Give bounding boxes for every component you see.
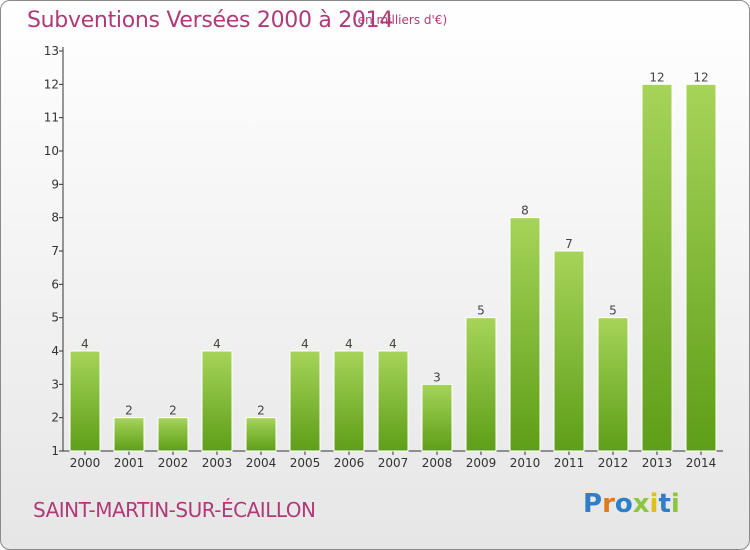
x-tick-label: 2006: [334, 456, 365, 470]
bar-2008[interactable]: [421, 383, 453, 452]
x-tick-label: 2010: [510, 456, 541, 470]
y-tick-label: 1: [51, 444, 59, 458]
x-tick-label: 2011: [554, 456, 585, 470]
x-tick-label: 2001: [114, 456, 145, 470]
logo-letter: i: [670, 489, 680, 519]
data-labels: 4 2 2 4 2 4 4 4 3 5 8 7 5 12 12: [81, 70, 708, 417]
commune-name: SAINT-MARTIN-SUR-ÉCAILLON: [33, 498, 316, 522]
data-label-2002: 2: [169, 404, 177, 418]
data-label-2005: 4: [301, 337, 309, 351]
x-tick-label: 2000: [70, 456, 101, 470]
chart-title: Subventions Versées 2000 à 2014: [27, 8, 394, 33]
y-tick-label: 3: [51, 377, 59, 391]
logo-letter: x: [632, 489, 650, 519]
bar-2001[interactable]: [113, 417, 145, 452]
data-label-2014: 12: [693, 70, 708, 84]
data-label-2006: 4: [345, 337, 353, 351]
bar-2002[interactable]: [157, 417, 189, 452]
logo-letter: o: [614, 489, 633, 519]
data-label-2010: 8: [521, 204, 529, 218]
proxiti-logo[interactable]: Proxiti: [583, 489, 680, 519]
data-label-2004: 2: [257, 404, 265, 418]
x-tick-label: 2012: [598, 456, 629, 470]
data-label-2009: 5: [477, 304, 485, 318]
logo-letter: r: [602, 489, 615, 519]
bar-2007[interactable]: [377, 350, 409, 452]
bar-2012[interactable]: [597, 317, 629, 452]
x-tick-label: 2005: [290, 456, 321, 470]
bar-2005[interactable]: [289, 350, 321, 452]
data-label-2013: 12: [649, 70, 664, 84]
bar-2004[interactable]: [245, 417, 277, 452]
x-tick-label: 2004: [246, 456, 277, 470]
y-tick-label: 8: [51, 211, 59, 225]
data-label-2001: 2: [125, 404, 133, 418]
data-label-2000: 4: [81, 337, 89, 351]
x-tick-label: 2003: [202, 456, 233, 470]
logo-letter: i: [649, 489, 659, 519]
x-tick-label: 2007: [378, 456, 409, 470]
x-tick-label: 2009: [466, 456, 497, 470]
bar-2014[interactable]: [685, 83, 717, 452]
bar-2010[interactable]: [509, 217, 541, 452]
x-tick-label: 2013: [642, 456, 673, 470]
y-tick-label: 9: [51, 177, 59, 191]
y-tick-label: 13: [44, 44, 59, 58]
y-tick-label: 6: [51, 277, 59, 291]
bar-2011[interactable]: [553, 250, 585, 452]
bar-2000[interactable]: [69, 350, 101, 452]
x-tick-label: 2008: [422, 456, 453, 470]
logo-letter: P: [583, 489, 603, 519]
data-label-2011: 7: [565, 237, 573, 251]
bar-series: [69, 83, 717, 452]
data-label-2003: 4: [213, 337, 221, 351]
y-tick-label: 5: [51, 311, 59, 325]
x-axis: 2000 2001 2002 2003 2004 2005 2006 2007 2008 2009…: [63, 450, 723, 470]
y-tick-label: 11: [44, 111, 59, 125]
x-tick-label: 2002: [158, 456, 189, 470]
y-tick-label: 7: [51, 244, 59, 258]
chart-subtitle: (en milliers d'€): [353, 13, 448, 27]
y-tick-label: 10: [44, 144, 59, 158]
logo-letter: t: [658, 489, 671, 519]
y-tick-label: 12: [44, 77, 59, 91]
data-label-2007: 4: [389, 337, 397, 351]
y-tick-label: 4: [51, 344, 59, 358]
data-label-2012: 5: [609, 304, 617, 318]
data-label-2008: 3: [433, 370, 441, 384]
bar-2006[interactable]: [333, 350, 365, 452]
bar-2013[interactable]: [641, 83, 673, 452]
x-tick-label: 2014: [686, 456, 717, 470]
bar-2003[interactable]: [201, 350, 233, 452]
bar-2009[interactable]: [465, 317, 497, 452]
y-tick-label: 2: [51, 411, 59, 425]
